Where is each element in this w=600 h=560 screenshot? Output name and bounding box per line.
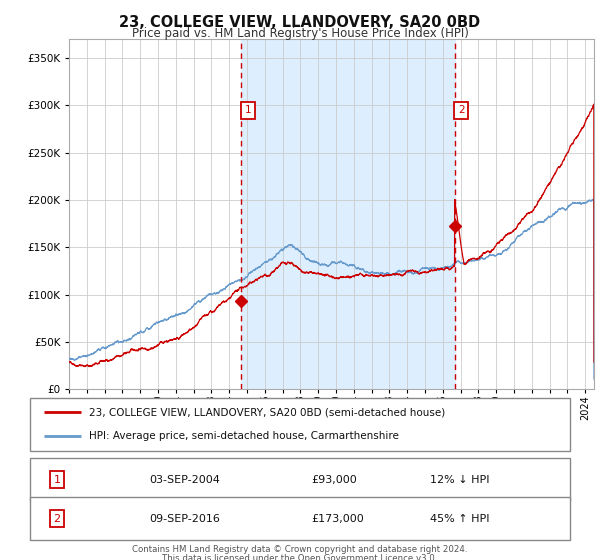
Text: 03-SEP-2004: 03-SEP-2004 xyxy=(149,475,220,484)
Text: 23, COLLEGE VIEW, LLANDOVERY, SA20 0BD (semi-detached house): 23, COLLEGE VIEW, LLANDOVERY, SA20 0BD (… xyxy=(89,408,446,418)
Text: 1: 1 xyxy=(53,475,61,484)
Text: 12% ↓ HPI: 12% ↓ HPI xyxy=(430,475,489,484)
Text: £173,000: £173,000 xyxy=(311,514,364,524)
Text: Price paid vs. HM Land Registry's House Price Index (HPI): Price paid vs. HM Land Registry's House … xyxy=(131,27,469,40)
Text: 45% ↑ HPI: 45% ↑ HPI xyxy=(430,514,489,524)
Text: This data is licensed under the Open Government Licence v3.0.: This data is licensed under the Open Gov… xyxy=(163,554,437,560)
Text: 09-SEP-2016: 09-SEP-2016 xyxy=(149,514,220,524)
Text: 2: 2 xyxy=(53,514,61,524)
Text: 1: 1 xyxy=(245,105,251,115)
Text: 2: 2 xyxy=(458,105,465,115)
Text: £93,000: £93,000 xyxy=(311,475,356,484)
Text: Contains HM Land Registry data © Crown copyright and database right 2024.: Contains HM Land Registry data © Crown c… xyxy=(132,545,468,554)
Text: 23, COLLEGE VIEW, LLANDOVERY, SA20 0BD: 23, COLLEGE VIEW, LLANDOVERY, SA20 0BD xyxy=(119,15,481,30)
Bar xyxy=(241,39,455,389)
Text: HPI: Average price, semi-detached house, Carmarthenshire: HPI: Average price, semi-detached house,… xyxy=(89,431,399,441)
